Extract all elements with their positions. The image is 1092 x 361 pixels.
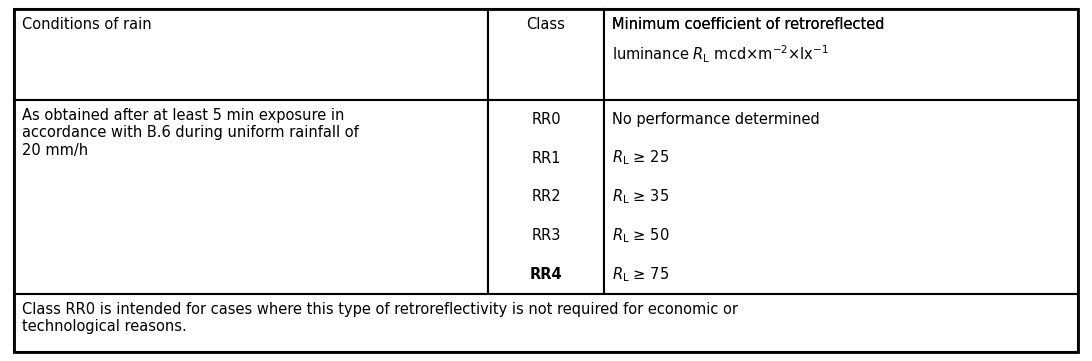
Bar bbox=[605, 100, 1078, 294]
Text: $R_{\mathregular{L}}$ ≥ 50: $R_{\mathregular{L}}$ ≥ 50 bbox=[613, 226, 669, 245]
Text: $R_{\mathregular{L}}$ ≥ 35: $R_{\mathregular{L}}$ ≥ 35 bbox=[613, 187, 669, 206]
Text: RR4: RR4 bbox=[530, 267, 562, 282]
Text: Class: Class bbox=[526, 17, 566, 32]
Text: $R_{\mathregular{L}}$ ≥ 25: $R_{\mathregular{L}}$ ≥ 25 bbox=[613, 149, 669, 168]
Text: RR2: RR2 bbox=[531, 189, 561, 204]
Text: Minimum coefficient of retroreflected: Minimum coefficient of retroreflected bbox=[613, 17, 885, 32]
Text: luminance $R_{\mathregular{L}}$ mcd$\times$m$^{-2}$$\times$lx$^{-1}$: luminance $R_{\mathregular{L}}$ mcd$\tim… bbox=[613, 44, 829, 65]
Text: Conditions of rain: Conditions of rain bbox=[22, 17, 152, 32]
Text: As obtained after at least 5 min exposure in
accordance with B.6 during uniform : As obtained after at least 5 min exposur… bbox=[22, 108, 358, 158]
Bar bbox=[605, 9, 1078, 100]
Bar bbox=[487, 100, 605, 294]
Text: $R_{\mathregular{L}}$ ≥ 75: $R_{\mathregular{L}}$ ≥ 75 bbox=[613, 265, 669, 284]
Text: RR1: RR1 bbox=[531, 151, 561, 166]
Text: Minimum coefficient of retroreflected: Minimum coefficient of retroreflected bbox=[613, 17, 885, 32]
Bar bbox=[487, 9, 605, 100]
Text: RR0: RR0 bbox=[531, 112, 561, 127]
Bar bbox=[14, 294, 1078, 352]
Bar bbox=[14, 9, 487, 100]
Text: No performance determined: No performance determined bbox=[613, 112, 820, 127]
Text: Class RR0 is intended for cases where this type of retroreflectivity is not requ: Class RR0 is intended for cases where th… bbox=[22, 302, 738, 334]
Bar bbox=[14, 100, 487, 294]
Text: RR3: RR3 bbox=[532, 228, 560, 243]
